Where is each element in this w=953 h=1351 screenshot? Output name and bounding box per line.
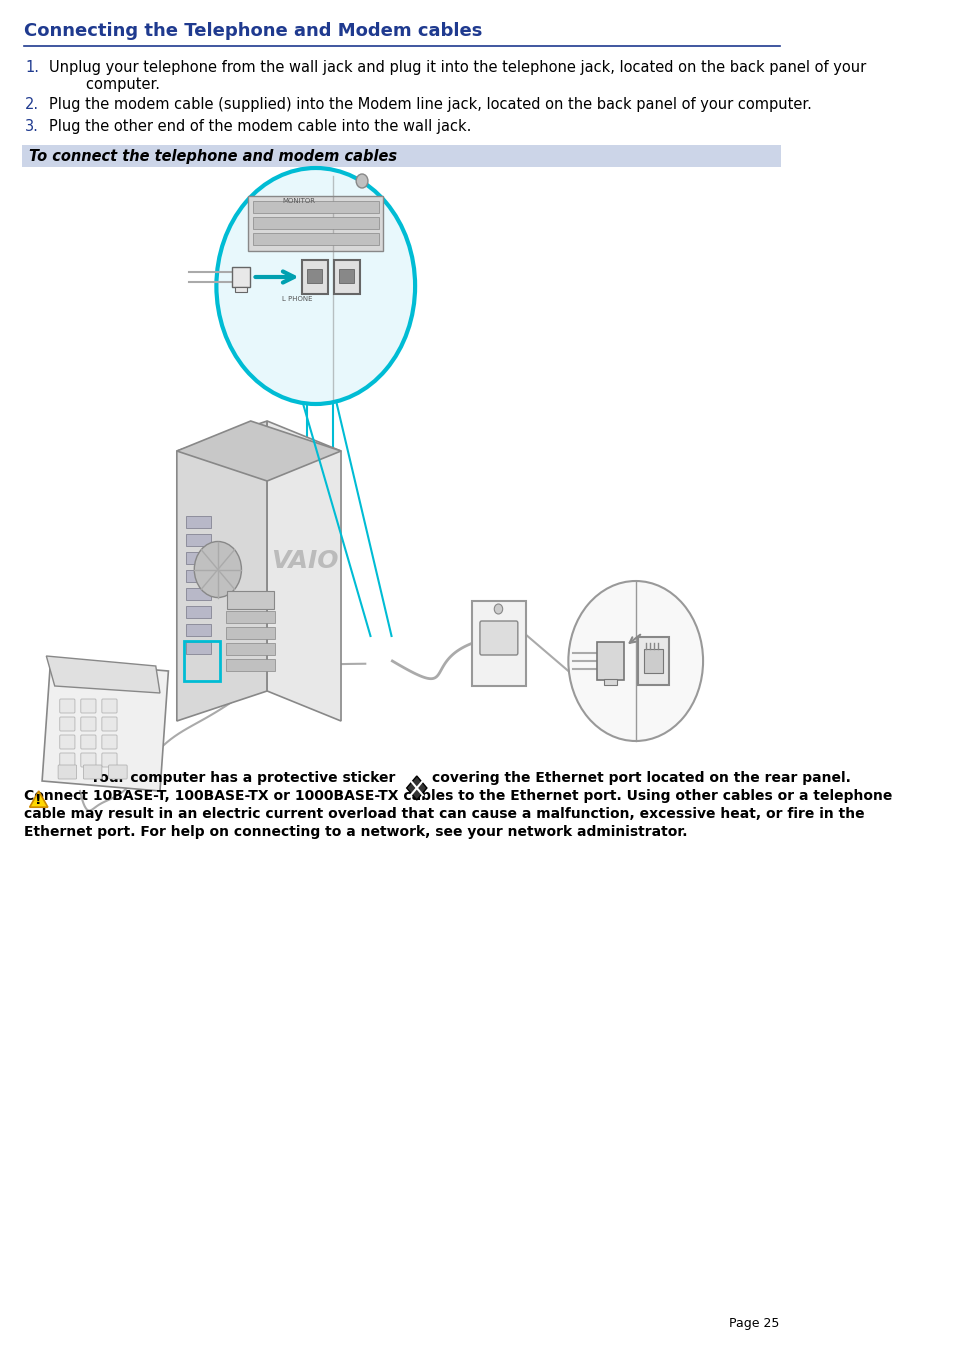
Circle shape — [355, 174, 368, 188]
Bar — [186, 588, 212, 600]
Bar — [226, 611, 274, 623]
Bar — [226, 627, 274, 639]
Text: Connect 10BASE-T, 100BASE-TX or 1000BASE-TX cables to the Ethernet port. Using o: Connect 10BASE-T, 100BASE-TX or 1000BASE… — [24, 789, 891, 802]
Text: Ethernet port. For help on connecting to a network, see your network administrat: Ethernet port. For help on connecting to… — [24, 825, 686, 839]
FancyBboxPatch shape — [471, 601, 526, 686]
Bar — [603, 680, 617, 685]
FancyBboxPatch shape — [81, 753, 96, 767]
Text: Unplug your telephone from the wall jack and plug it into the telephone jack, lo: Unplug your telephone from the wall jack… — [49, 59, 865, 92]
Bar — [186, 570, 212, 582]
Text: Plug the modem cable (supplied) into the Modem line jack, located on the back pa: Plug the modem cable (supplied) into the… — [49, 97, 811, 112]
Circle shape — [568, 581, 702, 740]
FancyBboxPatch shape — [60, 753, 75, 767]
Text: 1.: 1. — [25, 59, 39, 76]
Polygon shape — [47, 657, 160, 693]
Circle shape — [194, 542, 241, 597]
FancyBboxPatch shape — [60, 698, 75, 713]
Text: Plug the other end of the modem cable into the wall jack.: Plug the other end of the modem cable in… — [49, 119, 471, 134]
Bar — [643, 648, 662, 673]
FancyBboxPatch shape — [81, 717, 96, 731]
FancyBboxPatch shape — [102, 698, 117, 713]
Polygon shape — [42, 661, 169, 790]
Polygon shape — [406, 775, 426, 800]
Bar — [232, 267, 250, 286]
Bar — [253, 218, 378, 230]
Text: L PHONE: L PHONE — [282, 296, 313, 303]
FancyBboxPatch shape — [83, 765, 102, 780]
FancyBboxPatch shape — [102, 753, 117, 767]
Bar — [339, 269, 355, 282]
FancyBboxPatch shape — [638, 638, 668, 685]
Text: To connect the telephone and modem cables: To connect the telephone and modem cable… — [29, 149, 396, 163]
FancyBboxPatch shape — [334, 259, 359, 295]
FancyBboxPatch shape — [60, 735, 75, 748]
Bar — [234, 286, 247, 292]
FancyBboxPatch shape — [102, 717, 117, 731]
Text: MONITOR: MONITOR — [282, 199, 315, 204]
Bar — [22, 145, 781, 168]
Bar — [186, 516, 212, 528]
Bar — [186, 624, 212, 636]
Text: cable may result in an electric current overload that can cause a malfunction, e: cable may result in an electric current … — [24, 807, 863, 821]
FancyBboxPatch shape — [597, 642, 623, 680]
Bar — [186, 553, 212, 563]
FancyBboxPatch shape — [58, 765, 76, 780]
FancyBboxPatch shape — [102, 735, 117, 748]
Bar — [307, 269, 322, 282]
FancyBboxPatch shape — [109, 765, 127, 780]
Bar — [226, 659, 274, 671]
FancyBboxPatch shape — [60, 717, 75, 731]
Bar — [253, 232, 378, 245]
Text: Connecting the Telephone and Modem cables: Connecting the Telephone and Modem cable… — [24, 22, 481, 41]
Polygon shape — [176, 422, 267, 721]
FancyBboxPatch shape — [479, 621, 517, 655]
Polygon shape — [30, 790, 48, 807]
Bar — [186, 642, 212, 654]
Text: 2.: 2. — [25, 97, 39, 112]
Bar — [183, 640, 219, 681]
Text: 3.: 3. — [25, 119, 39, 134]
Bar — [248, 196, 383, 251]
Bar — [227, 590, 274, 609]
Text: !: ! — [35, 793, 42, 807]
Bar — [253, 201, 378, 213]
FancyBboxPatch shape — [81, 735, 96, 748]
Bar — [226, 643, 274, 655]
Circle shape — [216, 168, 415, 404]
Polygon shape — [176, 422, 340, 481]
Bar — [186, 534, 212, 546]
Text: Your computer has a protective sticker: Your computer has a protective sticker — [61, 771, 395, 785]
Bar — [186, 607, 212, 617]
Text: VAIO: VAIO — [271, 550, 338, 573]
Text: Page 25: Page 25 — [728, 1317, 779, 1329]
Circle shape — [494, 604, 502, 613]
FancyBboxPatch shape — [302, 259, 327, 295]
FancyBboxPatch shape — [81, 698, 96, 713]
Text: covering the Ethernet port located on the rear panel.: covering the Ethernet port located on th… — [432, 771, 850, 785]
Polygon shape — [267, 422, 340, 721]
